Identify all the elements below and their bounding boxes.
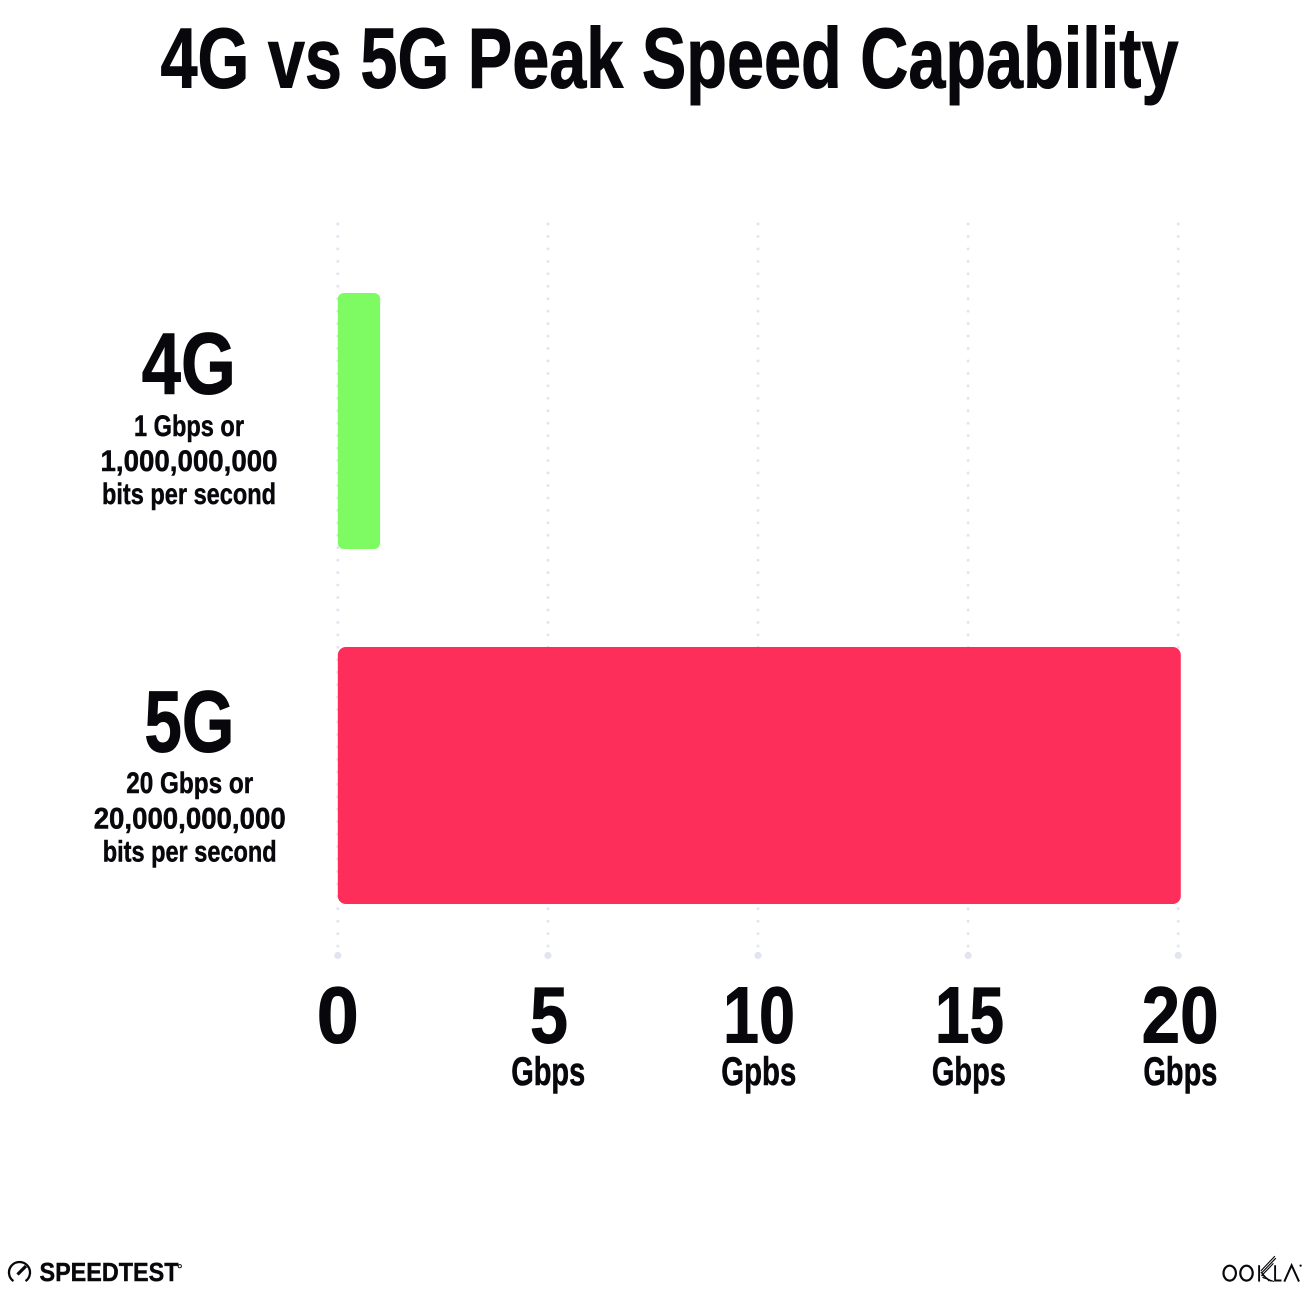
svg-text:15: 15 [935, 971, 1004, 1060]
svg-text:Gbps: Gbps [1143, 1050, 1217, 1094]
svg-text:bits per second: bits per second [102, 478, 276, 511]
svg-text:1 Gbps or: 1 Gbps or [134, 410, 244, 443]
svg-text:20 Gbps or: 20 Gbps or [126, 767, 253, 800]
svg-text:4G vs 5G Peak Speed Capability: 4G vs 5G Peak Speed Capability [161, 12, 1179, 107]
svg-text:20: 20 [1142, 971, 1219, 1060]
svg-text:10: 10 [723, 971, 795, 1060]
svg-text:1,000,000,000: 1,000,000,000 [101, 445, 278, 478]
svg-text:20,000,000,000: 20,000,000,000 [94, 803, 286, 836]
svg-text:Gbps: Gbps [511, 1050, 585, 1094]
svg-text:SPEEDTEST: SPEEDTEST [40, 1259, 179, 1287]
svg-text:5: 5 [530, 971, 568, 1060]
svg-text:5G: 5G [144, 674, 234, 771]
svg-text:bits per second: bits per second [103, 836, 277, 869]
svg-text:4G: 4G [142, 316, 236, 413]
svg-text:0: 0 [317, 971, 359, 1060]
svg-text:Gbps: Gbps [932, 1050, 1006, 1094]
svg-text:Gpbs: Gpbs [721, 1050, 796, 1094]
